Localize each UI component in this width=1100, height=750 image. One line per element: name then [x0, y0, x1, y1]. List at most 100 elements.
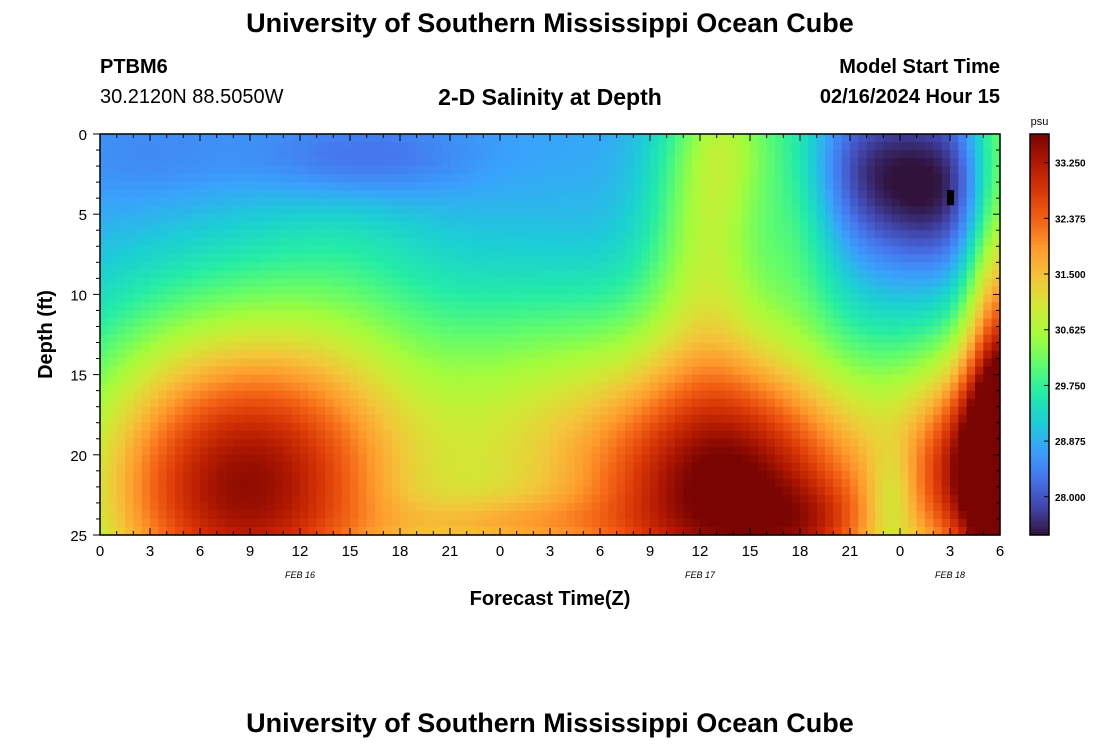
- heatmap-cell: [841, 278, 851, 287]
- heatmap-cell: [783, 374, 793, 384]
- heatmap-cell: [533, 294, 543, 304]
- heatmap-cell: [533, 454, 543, 464]
- heatmap-cell: [175, 286, 184, 295]
- heatmap-cell: [300, 166, 309, 175]
- heatmap-cell: [816, 334, 826, 344]
- heatmap-cell: [833, 326, 843, 336]
- heatmap-cell: [725, 510, 734, 520]
- heatmap-cell: [775, 262, 784, 271]
- heatmap-cell: [633, 438, 643, 448]
- heatmap-cell: [683, 206, 693, 215]
- heatmap-cell: [233, 518, 243, 528]
- heatmap-cell: [141, 302, 151, 312]
- heatmap-cell: [808, 406, 818, 416]
- heatmap-cell: [358, 326, 368, 336]
- heatmap-cell: [583, 222, 593, 231]
- heatmap-cell: [366, 286, 376, 295]
- heatmap-cell: [683, 494, 693, 504]
- heatmap-cell: [325, 270, 334, 279]
- heatmap-cell: [458, 526, 468, 536]
- heatmap-cell: [208, 310, 218, 320]
- heatmap-cell: [800, 142, 809, 151]
- heatmap-cell: [308, 462, 318, 472]
- heatmap-cell: [525, 246, 534, 255]
- heatmap-cell: [125, 334, 134, 344]
- heatmap-cell: [383, 310, 393, 320]
- heatmap-cell: [466, 326, 476, 336]
- heatmap-cell: [916, 502, 926, 512]
- heatmap-cell: [608, 502, 618, 512]
- heatmap-cell: [500, 158, 509, 167]
- heatmap-cell: [733, 398, 743, 408]
- heatmap-cell: [825, 470, 834, 480]
- heatmap-cell: [766, 206, 776, 215]
- heatmap-cell: [275, 430, 284, 440]
- heatmap-cell: [866, 262, 876, 271]
- heatmap-cell: [800, 342, 809, 352]
- heatmap-cell: [258, 302, 268, 312]
- heatmap-cell: [858, 438, 868, 448]
- heatmap-cell: [300, 214, 309, 223]
- heatmap-cell: [450, 302, 459, 312]
- heatmap-cell: [666, 294, 676, 304]
- heatmap-cell: [900, 174, 909, 183]
- heatmap-cell: [275, 286, 284, 295]
- heatmap-cell: [308, 486, 318, 496]
- heatmap-cell: [150, 302, 159, 312]
- heatmap-cell: [491, 414, 501, 424]
- heatmap-cell: [150, 462, 159, 472]
- heatmap-cell: [108, 414, 118, 424]
- heatmap-cell: [458, 358, 468, 368]
- heatmap-cell: [900, 446, 909, 456]
- heatmap-cell: [833, 230, 843, 239]
- heatmap-cell: [766, 182, 776, 191]
- heatmap-cell: [866, 134, 876, 143]
- heatmap-cell: [775, 518, 784, 528]
- heatmap-cell: [383, 398, 393, 408]
- heatmap-cell: [283, 158, 293, 167]
- heatmap-cell: [333, 174, 343, 183]
- heatmap-cell: [558, 470, 568, 480]
- heatmap-cell: [708, 430, 718, 440]
- heatmap-cell: [633, 454, 643, 464]
- heatmap-cell: [266, 246, 276, 255]
- heatmap-cell: [583, 454, 593, 464]
- heatmap-cell: [308, 318, 318, 328]
- heatmap-cell: [775, 430, 784, 440]
- heatmap-cell: [483, 390, 493, 400]
- heatmap-cell: [716, 510, 726, 520]
- heatmap-cell: [758, 478, 768, 488]
- heatmap-cell: [275, 406, 284, 416]
- heatmap-cell: [591, 494, 601, 504]
- heatmap-cell: [150, 310, 159, 320]
- heatmap-cell: [216, 470, 226, 480]
- heatmap-cell: [641, 238, 651, 247]
- heatmap-cell: [275, 278, 284, 287]
- heatmap-cell: [741, 470, 751, 480]
- heatmap-cell: [583, 398, 593, 408]
- heatmap-cell: [266, 294, 276, 304]
- heatmap-cell: [266, 270, 276, 279]
- heatmap-cell: [250, 414, 259, 424]
- heatmap-cell: [800, 294, 809, 304]
- heatmap-cell: [566, 214, 576, 223]
- heatmap-cell: [516, 182, 526, 191]
- heatmap-cell: [200, 398, 209, 408]
- heatmap-cell: [900, 158, 909, 167]
- heatmap-cell: [883, 438, 893, 448]
- heatmap-cell: [708, 494, 718, 504]
- heatmap-cell: [391, 142, 401, 151]
- heatmap-cell: [483, 238, 493, 247]
- heatmap-cell: [466, 414, 476, 424]
- heatmap-cell: [833, 302, 843, 312]
- heatmap-cell: [216, 150, 226, 159]
- heatmap-cell: [841, 406, 851, 416]
- heatmap-cell: [300, 502, 309, 512]
- heatmap-cell: [608, 526, 618, 536]
- heatmap-cell: [183, 222, 193, 231]
- heatmap-cell: [216, 294, 226, 304]
- heatmap-cell: [591, 166, 601, 175]
- heatmap-cell: [608, 470, 618, 480]
- heatmap-cell: [883, 366, 893, 376]
- heatmap-cell: [500, 494, 509, 504]
